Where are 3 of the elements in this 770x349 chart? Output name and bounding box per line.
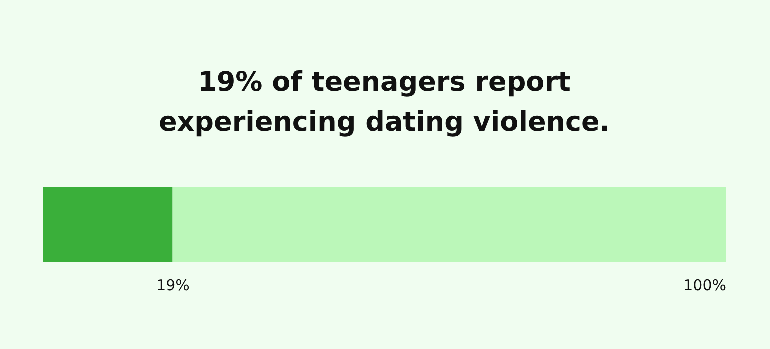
x-tick-label: 19% bbox=[156, 276, 190, 294]
chart-title: 19% of teenagers report experiencing dating violence. bbox=[158, 67, 610, 138]
x-tick-label: 100% bbox=[684, 276, 726, 294]
